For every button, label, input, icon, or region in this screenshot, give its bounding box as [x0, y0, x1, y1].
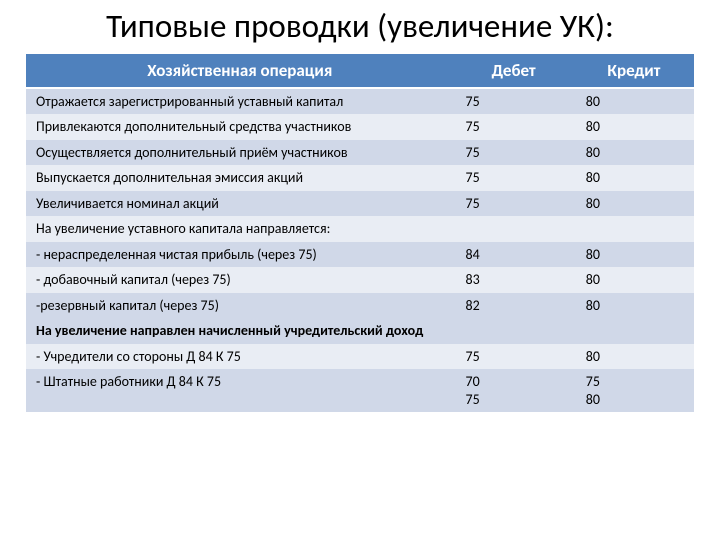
- cell-credit: 80: [574, 293, 694, 319]
- cell-debit: 75: [454, 140, 574, 166]
- cell-operation: - Штатные работники Д 84 К 75: [26, 369, 454, 412]
- table-body: Отражается зарегистрированный уставный к…: [26, 88, 694, 413]
- cell-debit: 75: [454, 114, 574, 140]
- cell-operation: Осуществляется дополнительный приём учас…: [26, 140, 454, 166]
- cell-operation: - Учредители со стороны Д 84 К 75: [26, 344, 454, 370]
- table-row: Выпускается дополнительная эмиссия акций…: [26, 165, 694, 191]
- cell-debit: 75: [454, 88, 574, 115]
- table-header-row: Хозяйственная операция Дебет Кредит: [26, 54, 694, 88]
- cell-credit: 80: [574, 88, 694, 115]
- entries-table: Хозяйственная операция Дебет Кредит Отра…: [26, 54, 694, 413]
- slide-container: Типовые проводки (увеличение УК): Хозяйс…: [0, 0, 720, 540]
- cell-credit: 80: [574, 114, 694, 140]
- table-row: - добавочный капитал (через 75)8380: [26, 267, 694, 293]
- slide-title: Типовые проводки (увеличение УК):: [26, 8, 694, 46]
- cell-operation: Отражается зарегистрированный уставный к…: [26, 88, 454, 115]
- cell-debit: 75: [454, 165, 574, 191]
- cell-operation: - добавочный капитал (через 75): [26, 267, 454, 293]
- cell-debit: 75: [454, 191, 574, 217]
- cell-operation: На увеличение уставного капитала направл…: [26, 216, 454, 242]
- table-row: -резервный капитал (через 75)8280: [26, 293, 694, 319]
- cell-debit: 7075: [454, 369, 574, 412]
- cell-debit: [454, 318, 574, 344]
- cell-operation: -резервный капитал (через 75): [26, 293, 454, 319]
- cell-operation: Увеличивается номинал акций: [26, 191, 454, 217]
- cell-operation: Выпускается дополнительная эмиссия акций: [26, 165, 454, 191]
- table-row: Осуществляется дополнительный приём учас…: [26, 140, 694, 166]
- table-row: На увеличение направлен начисленный учре…: [26, 318, 694, 344]
- table-row: На увеличение уставного капитала направл…: [26, 216, 694, 242]
- cell-credit: 80: [574, 140, 694, 166]
- table-row: - Учредители со стороны Д 84 К 757580: [26, 344, 694, 370]
- table-row: Увеличивается номинал акций7580: [26, 191, 694, 217]
- cell-debit: [454, 216, 574, 242]
- col-header-debit: Дебет: [454, 54, 574, 88]
- cell-debit: 82: [454, 293, 574, 319]
- cell-operation: На увеличение направлен начисленный учре…: [26, 318, 454, 344]
- table-row: Отражается зарегистрированный уставный к…: [26, 88, 694, 115]
- table-row: - Штатные работники Д 84 К 7570757580: [26, 369, 694, 412]
- cell-credit: 7580: [574, 369, 694, 412]
- cell-operation: Привлекаются дополнительный средства уча…: [26, 114, 454, 140]
- table-row: - нераспределенная чистая прибыль (через…: [26, 242, 694, 268]
- cell-credit: 80: [574, 191, 694, 217]
- col-header-credit: Кредит: [574, 54, 694, 88]
- table-row: Привлекаются дополнительный средства уча…: [26, 114, 694, 140]
- cell-credit: [574, 318, 694, 344]
- cell-credit: 80: [574, 242, 694, 268]
- col-header-operation: Хозяйственная операция: [26, 54, 454, 88]
- cell-debit: 75: [454, 344, 574, 370]
- cell-credit: 80: [574, 344, 694, 370]
- cell-debit: 83: [454, 267, 574, 293]
- cell-credit: 80: [574, 165, 694, 191]
- cell-credit: 80: [574, 267, 694, 293]
- cell-credit: [574, 216, 694, 242]
- cell-debit: 84: [454, 242, 574, 268]
- cell-operation: - нераспределенная чистая прибыль (через…: [26, 242, 454, 268]
